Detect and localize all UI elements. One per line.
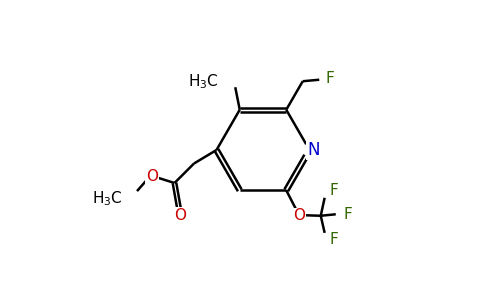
Text: F: F	[326, 71, 334, 86]
Text: O: O	[293, 208, 305, 223]
Text: F: F	[344, 207, 353, 222]
Text: H$_3$C: H$_3$C	[188, 72, 219, 91]
Text: N: N	[307, 141, 319, 159]
Text: O: O	[146, 169, 158, 184]
Text: H$_3$C: H$_3$C	[92, 189, 122, 208]
Text: F: F	[330, 232, 338, 247]
Text: O: O	[174, 208, 186, 223]
Text: F: F	[330, 183, 338, 198]
